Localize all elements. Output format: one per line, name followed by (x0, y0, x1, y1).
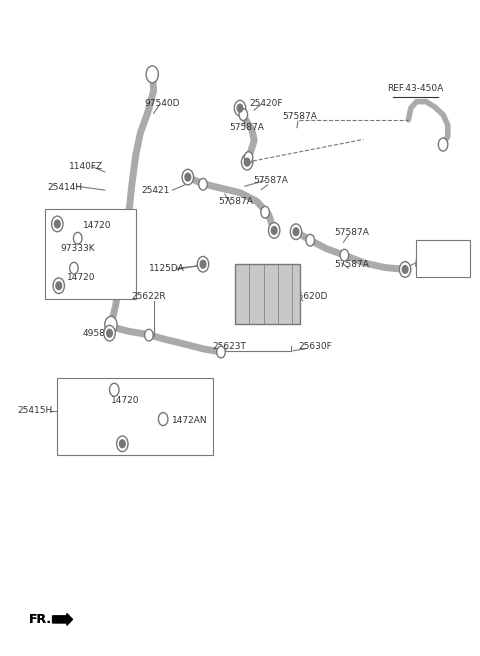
Text: 25623T: 25623T (213, 342, 247, 352)
Text: 57587A: 57587A (218, 197, 252, 207)
Text: 97540D: 97540D (144, 99, 180, 108)
Circle shape (197, 256, 209, 272)
Text: 25630F: 25630F (298, 342, 332, 352)
Circle shape (185, 173, 191, 181)
Circle shape (217, 346, 225, 358)
Circle shape (237, 104, 243, 112)
Circle shape (399, 262, 411, 277)
Circle shape (144, 329, 153, 341)
Text: 25415H: 25415H (17, 406, 53, 415)
Circle shape (182, 169, 193, 185)
Text: 25414H: 25414H (47, 183, 82, 192)
Bar (57, 378, 213, 455)
Text: 25622R: 25622R (132, 293, 166, 301)
Text: 25422: 25422 (432, 247, 460, 256)
Text: 57587A: 57587A (334, 228, 369, 237)
Circle shape (200, 260, 206, 268)
Text: 57587A: 57587A (229, 123, 264, 132)
Circle shape (55, 220, 60, 228)
Circle shape (293, 228, 299, 236)
Bar (416, 239, 470, 277)
Text: 25420F: 25420F (249, 99, 283, 108)
Circle shape (120, 440, 125, 447)
Circle shape (271, 226, 277, 234)
Text: REF.43-450A: REF.43-450A (387, 84, 444, 93)
Circle shape (56, 282, 61, 289)
Circle shape (146, 66, 158, 83)
Text: 97333K: 97333K (60, 244, 95, 253)
Text: 25620D: 25620D (292, 293, 328, 301)
Circle shape (261, 207, 269, 218)
Circle shape (199, 178, 207, 190)
Circle shape (104, 325, 115, 341)
Circle shape (117, 436, 128, 451)
Bar (45, 209, 136, 298)
Circle shape (70, 262, 78, 274)
Text: 1140FZ: 1140FZ (69, 162, 103, 171)
Circle shape (107, 329, 112, 337)
Circle shape (306, 234, 314, 246)
Circle shape (158, 413, 168, 426)
Bar (235, 264, 300, 324)
Circle shape (244, 152, 253, 163)
Circle shape (105, 316, 117, 333)
Circle shape (109, 383, 119, 396)
Text: FR.: FR. (29, 613, 52, 626)
Circle shape (340, 249, 348, 261)
Text: 1472AN: 1472AN (172, 416, 208, 425)
Text: 57587A: 57587A (334, 260, 369, 270)
Circle shape (268, 222, 280, 238)
FancyArrow shape (53, 613, 72, 625)
Text: 25421: 25421 (142, 186, 170, 195)
Text: FR.: FR. (29, 613, 52, 626)
Circle shape (290, 224, 301, 239)
Text: 14720: 14720 (83, 220, 111, 230)
Circle shape (239, 109, 248, 121)
Text: 1125DA: 1125DA (149, 264, 184, 273)
Circle shape (234, 100, 246, 116)
Text: 14720: 14720 (67, 273, 96, 282)
Circle shape (438, 138, 448, 151)
Text: 14720: 14720 (111, 396, 139, 405)
Circle shape (244, 158, 250, 166)
Text: 57587A: 57587A (253, 176, 288, 185)
Circle shape (53, 278, 64, 293)
Circle shape (402, 266, 408, 274)
Circle shape (73, 232, 82, 244)
Text: 57587A: 57587A (282, 112, 317, 121)
Circle shape (241, 154, 253, 170)
Circle shape (52, 216, 63, 232)
Text: 49580: 49580 (83, 329, 111, 338)
